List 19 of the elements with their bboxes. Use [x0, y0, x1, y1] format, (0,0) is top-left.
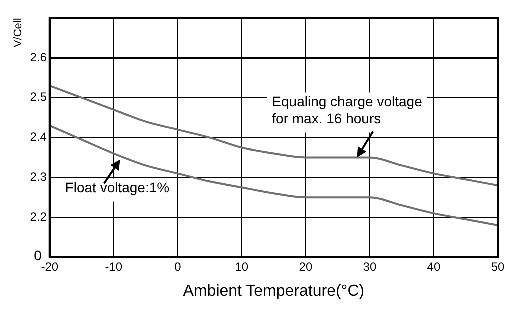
x-tick-label: -10 [105, 260, 123, 274]
line-series [50, 124, 498, 227]
y-tick-label: 2.6 [30, 50, 48, 64]
annotation: Float voltage:1% [65, 180, 170, 196]
y-tick-label: 2.2 [30, 210, 48, 224]
x-tick-label: 0 [174, 260, 182, 274]
x-tick-label: 40 [427, 260, 441, 274]
annotation: Equaling charge voltage for max. 16 hours [272, 94, 423, 127]
y-tick-label: 2.5 [30, 90, 48, 104]
x-axis-title: Ambient Temperature(°C) [183, 282, 365, 300]
x-tick-label: 30 [363, 260, 377, 274]
x-tick-label: -20 [41, 260, 59, 274]
x-tick-label: 10 [235, 260, 249, 274]
y-axis-title: V/Cell [12, 18, 25, 48]
y-tick-label: 2.3 [30, 170, 48, 184]
y-tick-label: 2.4 [30, 130, 48, 144]
text: 0 [34, 247, 42, 264]
x-tick-label: 20 [299, 260, 313, 274]
x-tick-label: 50 [491, 260, 505, 274]
